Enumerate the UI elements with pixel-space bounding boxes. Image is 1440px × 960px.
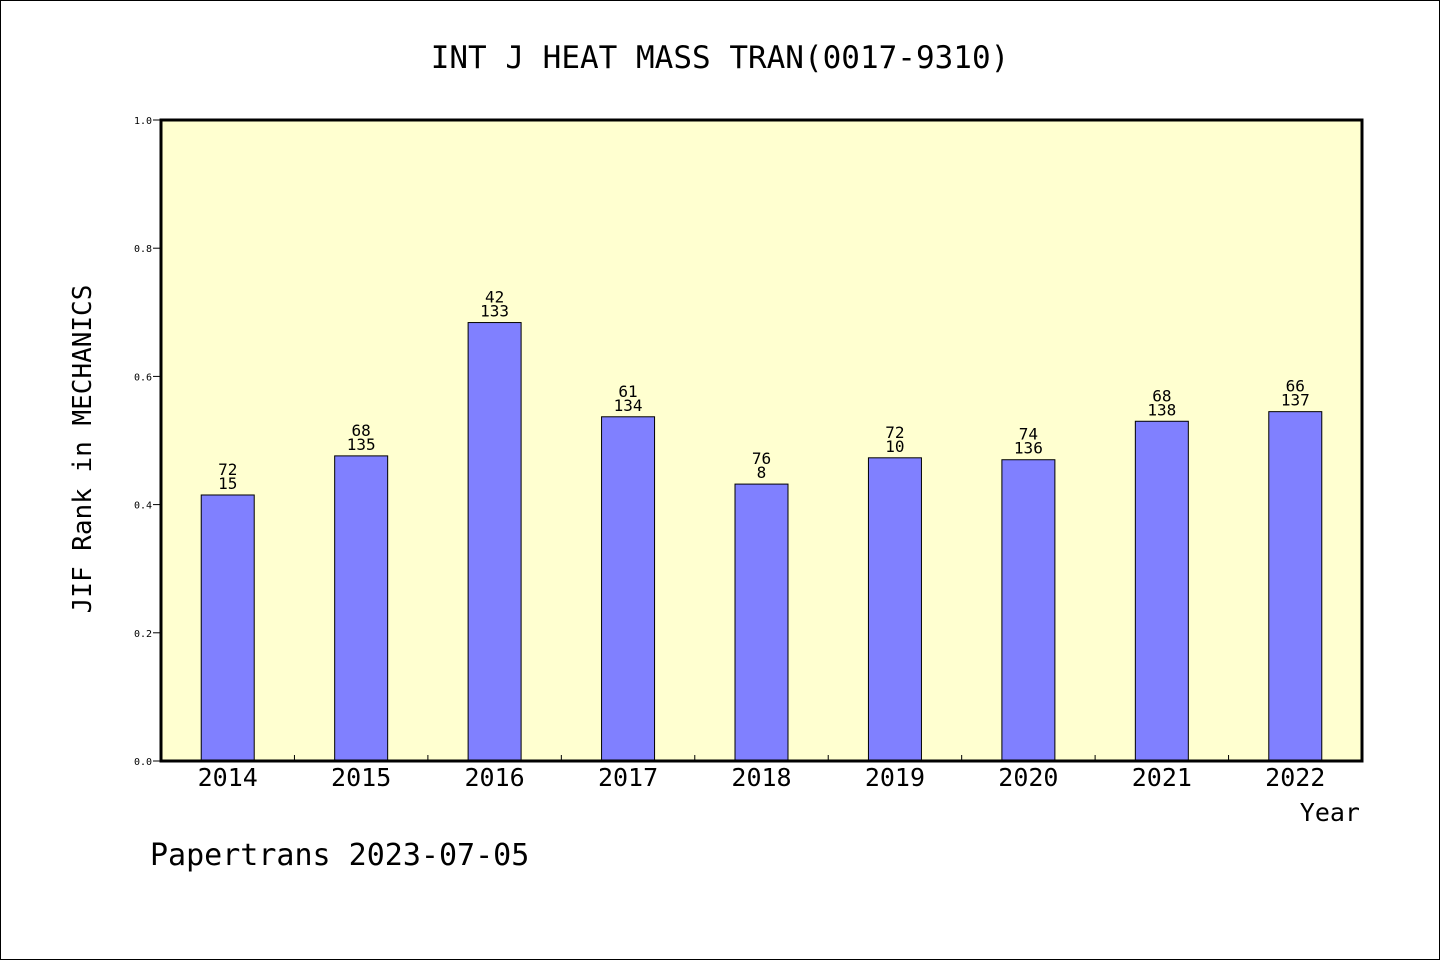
data-label-bottom-2021: 138 [1147,400,1176,419]
y-tick-label-0.8: 0.8 [134,244,152,255]
data-label-top-2021: 68 [1152,386,1171,405]
data-label-bottom-2020: 136 [1014,439,1043,458]
bars-group [200,322,1323,762]
bar-2016 [467,322,522,762]
data-label-bottom-2014: 15 [218,474,237,493]
data-label-bottom-2018: 8 [757,463,767,482]
x-tick-label-2018: 2018 [731,763,791,792]
y-axis-label: JIF Rank in MECHANICS [68,285,98,614]
x-axis-label: Year [1300,798,1360,827]
data-label-top-2018: 76 [752,449,771,468]
bar-2019 [867,457,922,762]
bar-2022 [1268,411,1323,762]
y-axis-ticks: 0.0 0.2 0.4 0.6 0.8 1.0 [134,116,161,768]
plot-border [159,118,1364,763]
x-tick-label-2016: 2016 [465,763,525,792]
bar-2020 [1001,459,1056,762]
y-tick-label-1.0: 1.0 [134,116,152,127]
data-label-top-2022: 66 [1286,377,1305,396]
bar-2014 [200,494,255,762]
data-label-top-2020: 74 [1019,425,1038,444]
y-tick-label-0.2: 0.2 [134,629,152,640]
data-labels-group: 7215681354213361134768721074136681386613… [218,288,1310,493]
y-tick-label-0.4: 0.4 [134,501,152,512]
data-label-bottom-2022: 137 [1281,391,1310,410]
x-tick-label-2022: 2022 [1265,763,1325,792]
x-tick-label-2014: 2014 [198,763,258,792]
data-label-top-2014: 72 [218,460,237,479]
bar-2021 [1134,420,1189,762]
bar-2015 [334,455,389,762]
data-label-bottom-2019: 10 [885,437,904,456]
bar-2018 [734,483,789,762]
data-label-bottom-2015: 135 [347,435,376,454]
x-tick-label-2020: 2020 [998,763,1058,792]
x-tick-label-2021: 2021 [1132,763,1192,792]
x-tick-label-2015: 2015 [331,763,391,792]
chart-title: INT J HEAT MASS TRAN(0017-9310) [431,40,1010,76]
y-tick-label-0.6: 0.6 [134,372,152,383]
data-label-top-2016: 42 [485,288,504,307]
data-label-top-2015: 68 [352,421,371,440]
data-label-top-2019: 72 [885,423,904,442]
data-label-bottom-2016: 133 [480,302,509,321]
data-label-bottom-2017: 134 [614,396,643,415]
x-tick-label-2019: 2019 [865,763,925,792]
bar-2017 [601,416,656,762]
x-tick-label-2017: 2017 [598,763,658,792]
footer-text: Papertrans 2023-07-05 [150,838,529,873]
y-tick-label-0.0: 0.0 [134,757,152,768]
data-label-top-2017: 61 [618,382,637,401]
x-axis-ticks: 2014 2015 2016 2017 2018 2019 2020 2021 2022 [198,755,1325,792]
